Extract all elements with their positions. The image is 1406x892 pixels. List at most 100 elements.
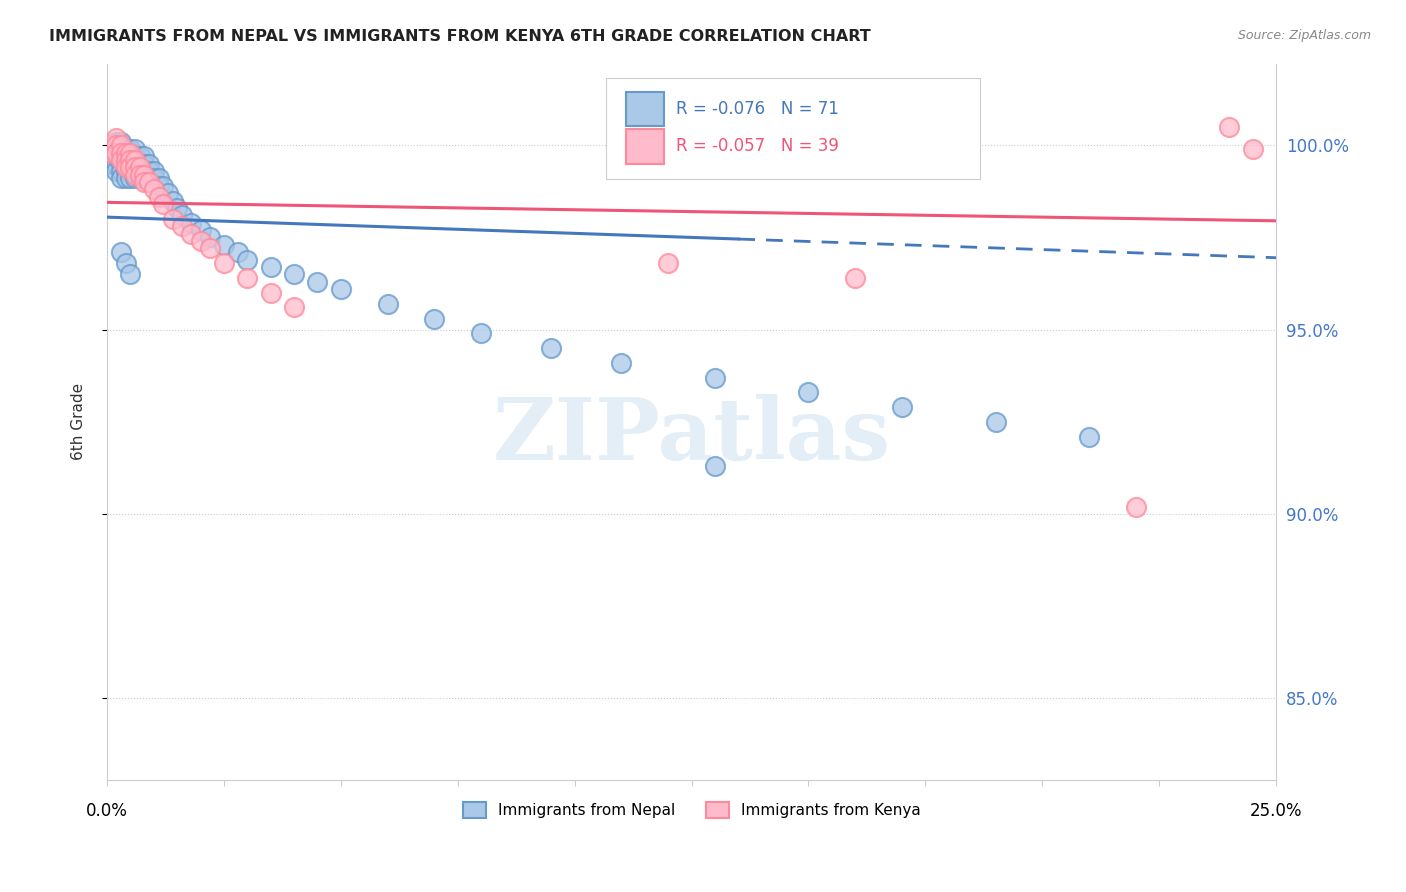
- Point: [170, 208, 193, 222]
- Point: [180, 216, 202, 230]
- Point: [120, 145, 142, 160]
- Point: [120, 153, 142, 167]
- Point: [657, 256, 679, 270]
- Point: [110, 135, 132, 149]
- Point: [105, 149, 128, 163]
- Point: [260, 285, 283, 300]
- Point: [110, 142, 132, 156]
- Point: [110, 156, 132, 170]
- Point: [120, 164, 142, 178]
- Point: [114, 171, 136, 186]
- Point: [128, 171, 150, 186]
- Legend: Immigrants from Nepal, Immigrants from Kenya: Immigrants from Nepal, Immigrants from K…: [456, 795, 928, 826]
- Point: [105, 138, 128, 153]
- Point: [1078, 429, 1101, 443]
- Point: [114, 153, 136, 167]
- Point: [124, 161, 146, 175]
- Point: [142, 182, 165, 196]
- Point: [198, 230, 221, 244]
- Point: [124, 142, 146, 156]
- Point: [891, 400, 914, 414]
- Point: [283, 268, 305, 282]
- Point: [283, 301, 305, 315]
- Point: [148, 178, 170, 193]
- Point: [128, 161, 150, 175]
- Point: [134, 149, 156, 163]
- Point: [120, 149, 142, 163]
- Point: [162, 211, 184, 226]
- Point: [128, 168, 150, 182]
- Point: [198, 242, 221, 256]
- Point: [610, 356, 633, 370]
- Text: R = -0.057   N = 39: R = -0.057 N = 39: [676, 137, 839, 155]
- Point: [704, 459, 727, 474]
- Point: [166, 201, 188, 215]
- Point: [226, 245, 249, 260]
- Point: [180, 227, 202, 241]
- Point: [114, 256, 136, 270]
- Point: [134, 164, 156, 178]
- Point: [110, 153, 132, 167]
- Point: [307, 275, 329, 289]
- Point: [114, 142, 136, 156]
- Point: [138, 164, 160, 178]
- Point: [100, 138, 122, 153]
- Point: [170, 219, 193, 234]
- Point: [114, 156, 136, 170]
- Point: [105, 142, 128, 156]
- Point: [134, 168, 156, 182]
- Point: [236, 252, 259, 267]
- Point: [124, 164, 146, 178]
- Point: [120, 161, 142, 175]
- Point: [105, 131, 128, 145]
- Point: [128, 164, 150, 178]
- Point: [124, 168, 146, 182]
- Point: [470, 326, 492, 341]
- Point: [329, 282, 352, 296]
- Point: [212, 237, 235, 252]
- Point: [100, 142, 122, 156]
- Point: [128, 156, 150, 170]
- Point: [212, 256, 235, 270]
- Point: [110, 149, 132, 163]
- Point: [148, 171, 170, 186]
- Point: [540, 341, 562, 355]
- Point: [1125, 500, 1147, 514]
- Point: [120, 268, 142, 282]
- Point: [138, 156, 160, 170]
- Point: [110, 164, 132, 178]
- FancyBboxPatch shape: [606, 78, 980, 178]
- Point: [142, 171, 165, 186]
- Point: [114, 161, 136, 175]
- Point: [1241, 142, 1264, 156]
- Point: [120, 171, 142, 186]
- Bar: [626, 92, 664, 127]
- Point: [138, 175, 160, 189]
- Point: [148, 190, 170, 204]
- Point: [120, 156, 142, 170]
- Point: [134, 175, 156, 189]
- Point: [110, 245, 132, 260]
- Point: [105, 145, 128, 160]
- Point: [984, 415, 1007, 429]
- Point: [704, 370, 727, 384]
- Point: [114, 164, 136, 178]
- Point: [152, 197, 174, 211]
- Point: [128, 149, 150, 163]
- Point: [100, 149, 122, 163]
- Point: [105, 135, 128, 149]
- Text: 0.0%: 0.0%: [86, 802, 128, 820]
- Point: [152, 178, 174, 193]
- Point: [156, 186, 179, 201]
- Point: [124, 171, 146, 186]
- Point: [236, 271, 259, 285]
- Point: [110, 138, 132, 153]
- Text: ZIPatlas: ZIPatlas: [492, 394, 890, 478]
- Point: [142, 164, 165, 178]
- Point: [1218, 120, 1240, 134]
- Point: [124, 156, 146, 170]
- Point: [797, 385, 820, 400]
- Point: [114, 149, 136, 163]
- Point: [124, 153, 146, 167]
- Text: Source: ZipAtlas.com: Source: ZipAtlas.com: [1237, 29, 1371, 42]
